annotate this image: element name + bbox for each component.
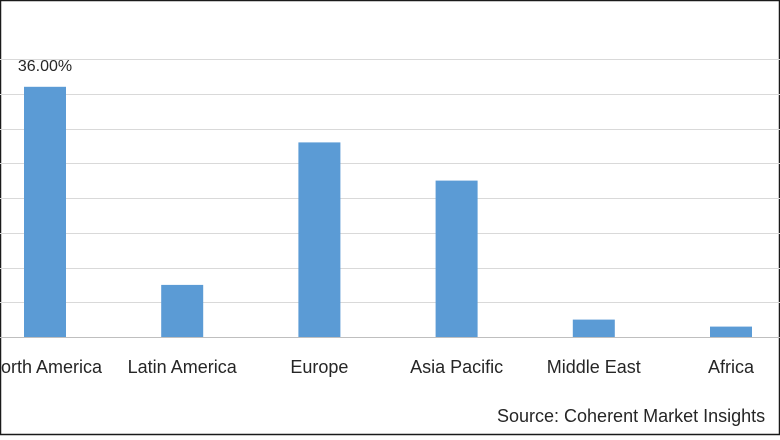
- category-tick-label: Europe: [290, 357, 348, 377]
- source-note: Source: Coherent Market Insights: [497, 406, 765, 426]
- data-label: 36.00%: [18, 58, 72, 75]
- category-tick-label: Middle East: [547, 357, 641, 377]
- category-tick-label: Africa: [708, 357, 755, 377]
- bar-africa: [710, 326, 752, 337]
- bar-europe: [298, 142, 341, 337]
- category-tick-label: Latin America: [128, 357, 238, 377]
- data-labels: 36.00%: [18, 58, 72, 75]
- category-tick-label: North America: [0, 357, 103, 377]
- bar-asia-pacific: [435, 180, 478, 337]
- bar-latin-america: [161, 284, 204, 337]
- bars: [24, 86, 752, 337]
- category-tick-label: Asia Pacific: [410, 357, 503, 377]
- category-axis: North America Latin America Europe Asia Pac…: [0, 357, 755, 377]
- bar-middle-east: [572, 319, 615, 337]
- bar-north-america: [24, 86, 66, 337]
- gridlines: [0, 59, 780, 338]
